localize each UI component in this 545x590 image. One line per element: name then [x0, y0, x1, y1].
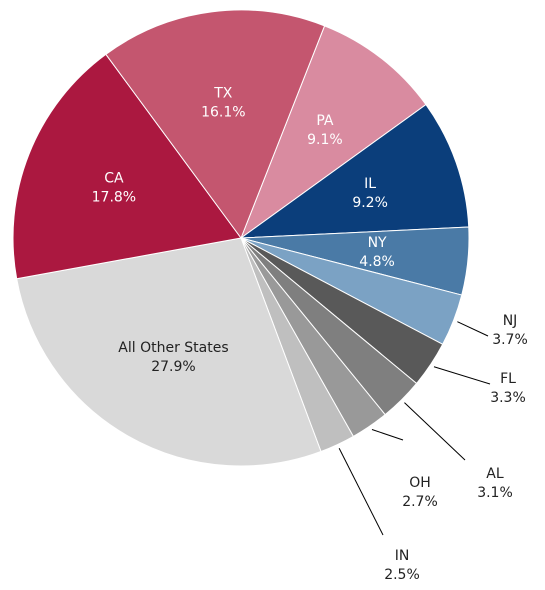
leader-line: [433, 366, 491, 385]
slice-label: CA: [104, 170, 124, 186]
slice-label: TX: [213, 85, 233, 101]
slice-label: PA: [316, 113, 334, 129]
slice-label: All Other States: [118, 340, 228, 356]
slice-value: 3.1%: [477, 485, 513, 501]
slice-value: 2.5%: [384, 567, 420, 583]
slice-value: 4.8%: [359, 254, 395, 270]
pie-slice: [16, 237, 322, 467]
slice-label: IL: [364, 176, 376, 192]
leader-line: [371, 429, 404, 441]
slice-label: NJ: [503, 313, 518, 329]
leader-line: [338, 447, 384, 536]
slice-label: FL: [500, 371, 516, 387]
slice-label: OH: [409, 475, 431, 491]
slice-value: 2.7%: [402, 494, 438, 510]
slice-value: 9.1%: [307, 132, 343, 148]
slice-value: 16.1%: [201, 104, 245, 120]
leader-line: [457, 321, 489, 337]
pie-slice: [239, 103, 470, 239]
slice-value: 3.3%: [490, 390, 526, 406]
pie-slice: [105, 9, 326, 240]
slice-value: 17.8%: [92, 189, 136, 205]
slice-value: 27.9%: [151, 359, 195, 375]
slice-label: IN: [395, 548, 410, 564]
pie-slice: [239, 25, 427, 240]
slice-label: NY: [368, 235, 387, 251]
slice-value: 9.2%: [352, 195, 388, 211]
slice-label: AL: [486, 466, 504, 482]
slice-value: 3.7%: [492, 332, 528, 348]
pie-slice: [12, 53, 242, 280]
leader-line: [404, 402, 466, 461]
